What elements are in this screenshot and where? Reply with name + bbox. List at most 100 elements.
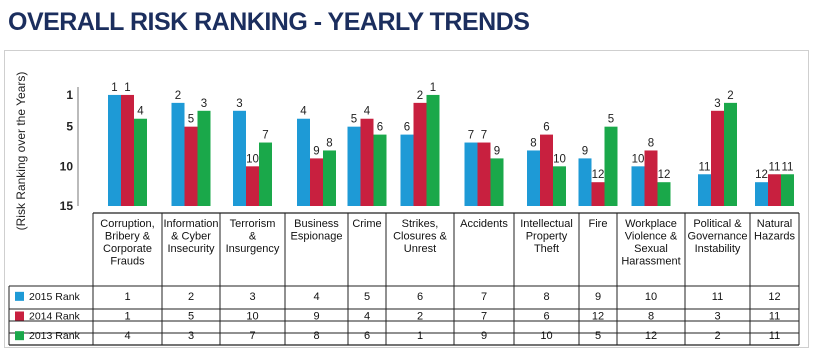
table-cell: 3 [714,311,720,323]
bar-3-8 [553,166,566,206]
value-label: 12 [658,169,671,181]
y-tick-label: 1 [66,88,73,102]
value-label: 7 [481,130,487,142]
value-label: 10 [246,153,259,165]
category-label: Business [294,218,339,230]
value-labels: 1234567891011121510942761283114378619105… [111,82,793,181]
category-label: Political & [693,218,742,230]
table-cell: 5 [595,330,601,342]
legend-label-1: 2015 Rank [29,291,81,303]
table-cell: 10 [246,311,258,323]
y-tick-label: 5 [66,120,73,134]
table-cell: 7 [481,291,487,303]
category-label: Frauds [110,256,145,268]
category-label: Instability [695,243,741,255]
value-label: 2 [727,90,733,102]
value-label: 1 [124,82,130,94]
category-label: Violence & [625,231,678,243]
value-label: 11 [782,161,794,173]
value-label: 6 [543,122,549,134]
category-label: Property [526,231,568,243]
category-label: & Cyber [171,231,211,243]
value-label: 9 [494,145,500,157]
table-cell: 12 [768,291,780,303]
bar-1-7 [464,142,478,206]
bar-2-9 [591,182,605,206]
value-label: 2 [175,90,181,102]
category-label: Theft [534,243,559,255]
value-label: 5 [188,114,194,126]
value-label: 6 [404,122,410,134]
category-label: Closures & [393,231,447,243]
category-label: & [249,231,257,243]
category-label: Corporate [103,243,152,255]
legend-label-2: 2014 Rank [29,311,81,323]
category-label: Strikes, [402,218,439,230]
table-cell: 3 [249,291,255,303]
category-label: Unrest [404,243,436,255]
legend-swatch-1 [15,291,24,301]
bar-3-1 [134,118,147,206]
table-cell: 11 [769,330,780,342]
table-cell: 5 [364,291,370,303]
category-label: Espionage [291,231,343,243]
category-label: Crime [352,218,381,230]
table-cell: 11 [712,291,723,303]
bar-2-11 [711,110,724,206]
category-label: Intellectual [520,218,573,230]
value-label: 8 [648,137,654,149]
value-label: 12 [755,169,768,181]
bar-2-6 [413,102,427,206]
bar-1-11 [698,174,711,206]
table-cell: 10 [645,291,657,303]
bar-1-10 [631,166,645,206]
bar-2-10 [644,150,658,206]
bar-1-9 [578,158,592,206]
bar-1-2 [171,102,185,206]
value-label: 1 [430,82,436,94]
category-label: Corruption, [100,218,154,230]
table-cell: 1 [124,291,130,303]
bar-3-7 [490,158,504,206]
legend-swatch-2 [15,311,24,321]
category-label: Insecurity [167,243,215,255]
bar-3-2 [197,110,211,206]
table-cell: 11 [769,311,780,323]
bars [108,94,794,206]
value-label: 4 [364,106,371,118]
bar-1-3 [233,110,246,206]
value-label: 5 [351,114,357,126]
table-cell: 12 [645,330,657,342]
value-label: 8 [530,137,536,149]
category-label: Natural [757,218,792,230]
chart-title: OVERALL RISK RANKING - YEARLY TRENDS [8,8,530,36]
value-label: 3 [201,98,207,110]
bar-3-6 [426,94,440,206]
category-label: Insurgency [226,243,280,255]
bar-2-1 [121,94,134,206]
bar-2-2 [184,126,198,206]
value-label: 10 [632,153,645,165]
table-cell: 12 [592,311,604,323]
value-label: 10 [553,153,566,165]
table-cell: 9 [595,291,601,303]
legend-swatch-3 [15,331,24,341]
bar-3-10 [657,182,671,206]
value-label: 7 [262,130,268,142]
table-cell: 8 [543,291,549,303]
value-label: 11 [699,161,711,173]
y-axis-label-group: (Risk Ranking over the Years) [14,72,28,231]
table-cell: 1 [124,311,130,323]
category-label: Hazards [754,231,795,243]
y-axis-label: (Risk Ranking over the Years) [14,72,28,231]
bar-1-1 [108,94,121,206]
bar-3-4 [323,150,336,206]
value-label: 12 [592,169,605,181]
table-cell: 9 [313,311,319,323]
table-cell: 7 [481,311,487,323]
value-label: 4 [300,106,307,118]
table-cell: 4 [364,311,370,323]
value-label: 11 [769,161,781,173]
table-cell: 4 [124,330,130,342]
bar-2-4 [310,158,323,206]
